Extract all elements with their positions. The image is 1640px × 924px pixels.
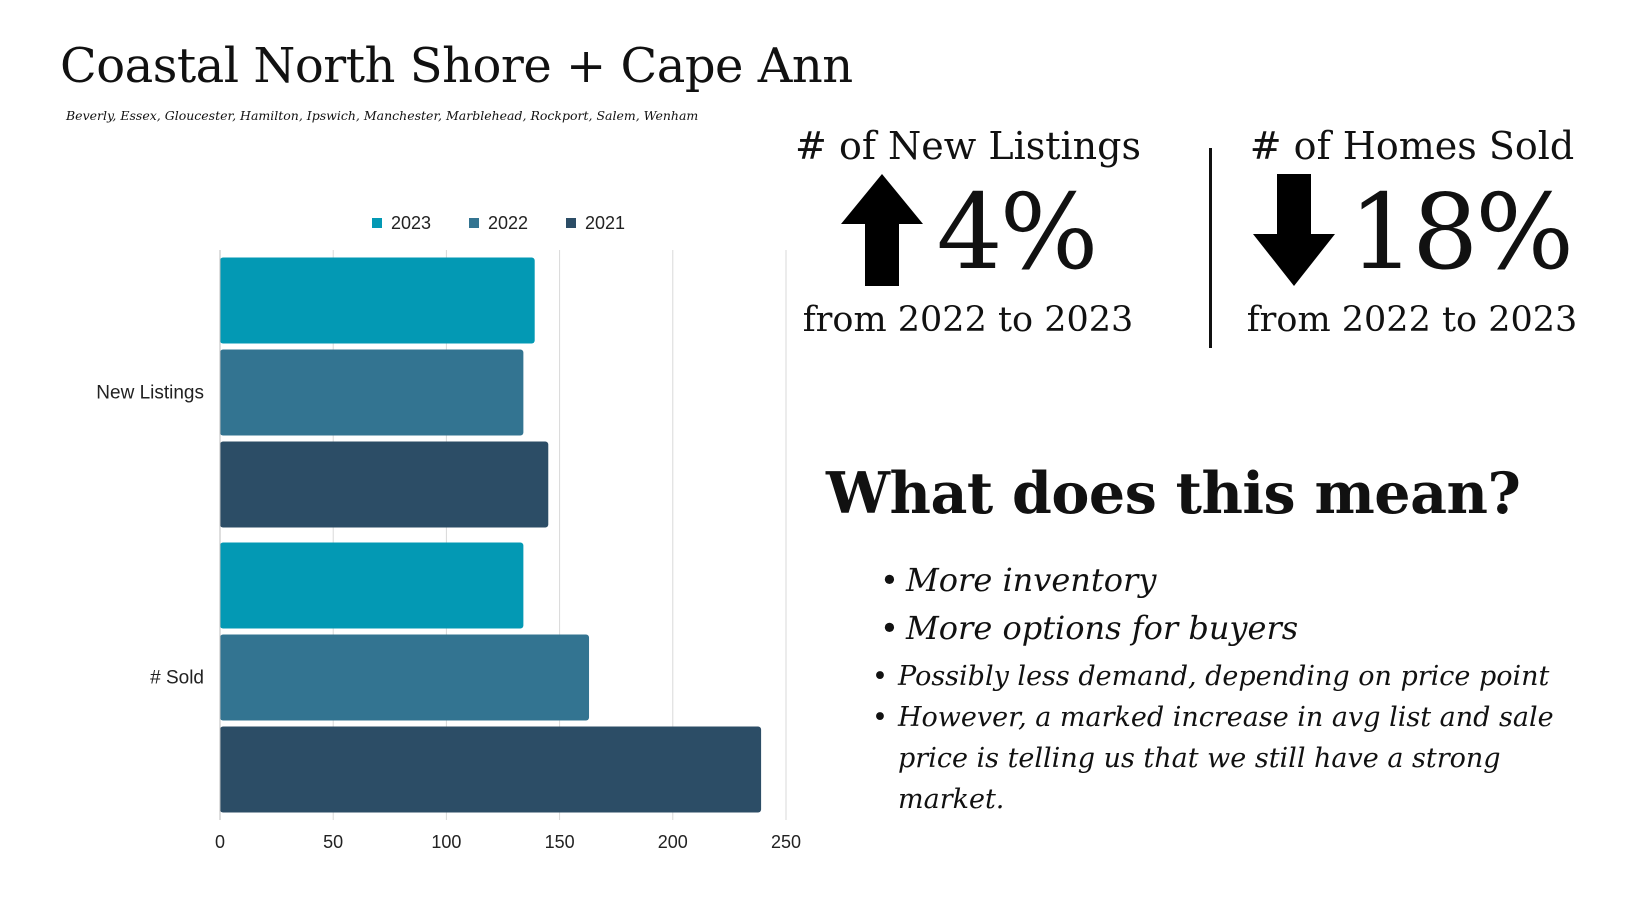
stat-new-listings-footnote: from 2022 to 2023 — [802, 300, 1134, 340]
x-tick-label: 100 — [431, 832, 461, 852]
bar — [220, 441, 549, 528]
x-tick-label: 250 — [771, 832, 801, 852]
meaning-title: What does this mean? — [826, 460, 1521, 527]
legend-label: 2023 — [391, 213, 431, 233]
bar-chart: 0 50 100 150 200 250 New Listings # Sold 2023 202… — [96, 213, 801, 852]
page-title: Coastal North Shore + Cape Ann — [60, 38, 853, 94]
bar — [220, 257, 535, 344]
stat-homes-sold-value: 18% — [1348, 171, 1574, 293]
x-tick-label: 0 — [215, 832, 225, 852]
stat-homes-sold-footnote: from 2022 to 2023 — [1246, 300, 1578, 340]
bar — [220, 542, 524, 629]
stat-homes-sold: # of Homes Sold 18% from 2022 to 2023 — [1212, 124, 1612, 340]
x-tick-label: 200 — [658, 832, 688, 852]
stat-homes-sold-label: # of Homes Sold — [1249, 124, 1575, 168]
legend-label: 2022 — [488, 213, 528, 233]
y-category-label: New Listings — [96, 383, 204, 404]
legend-swatch — [372, 218, 382, 228]
bar — [220, 349, 524, 436]
list-item: More options for buyers — [880, 608, 1570, 648]
meaning-list: More inventory More options for buyers P… — [872, 560, 1570, 820]
list-item: However, a marked increase in avg list a… — [872, 697, 1570, 820]
legend-label: 2021 — [585, 213, 625, 233]
list-item: More inventory — [880, 560, 1570, 600]
arrow-up-icon — [840, 174, 923, 290]
y-category-label: # Sold — [150, 668, 204, 689]
stat-new-listings-label: # of New Listings — [795, 124, 1141, 168]
x-tick-label: 50 — [323, 832, 343, 852]
stat-new-listings: # of New Listings 4% from 2022 to 2023 — [768, 124, 1168, 340]
x-tick-label: 150 — [545, 832, 575, 852]
divider — [1209, 148, 1212, 348]
bar — [220, 726, 762, 813]
towns-subtitle: Beverly, Essex, Gloucester, Hamilton, Ip… — [66, 108, 699, 123]
bar — [220, 634, 590, 721]
legend-swatch — [469, 218, 479, 228]
list-item: Possibly less demand, depending on price… — [872, 656, 1570, 697]
stat-new-listings-value: 4% — [936, 171, 1099, 293]
arrow-down-icon — [1252, 174, 1335, 290]
legend-swatch — [566, 218, 576, 228]
